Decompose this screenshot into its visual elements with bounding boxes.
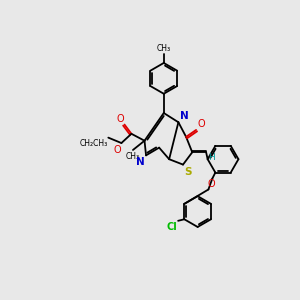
Text: CH₂CH₃: CH₂CH₃ (79, 139, 108, 148)
Text: Cl: Cl (167, 222, 177, 232)
Text: S: S (184, 167, 192, 177)
Text: O: O (208, 179, 215, 190)
Text: H: H (208, 153, 215, 162)
Text: O: O (116, 114, 124, 124)
Text: N: N (180, 112, 189, 122)
Text: CH₃: CH₃ (157, 44, 171, 53)
Text: O: O (198, 119, 205, 129)
Text: N: N (136, 157, 145, 167)
Text: O: O (113, 145, 121, 154)
Text: CH₃: CH₃ (125, 152, 139, 161)
